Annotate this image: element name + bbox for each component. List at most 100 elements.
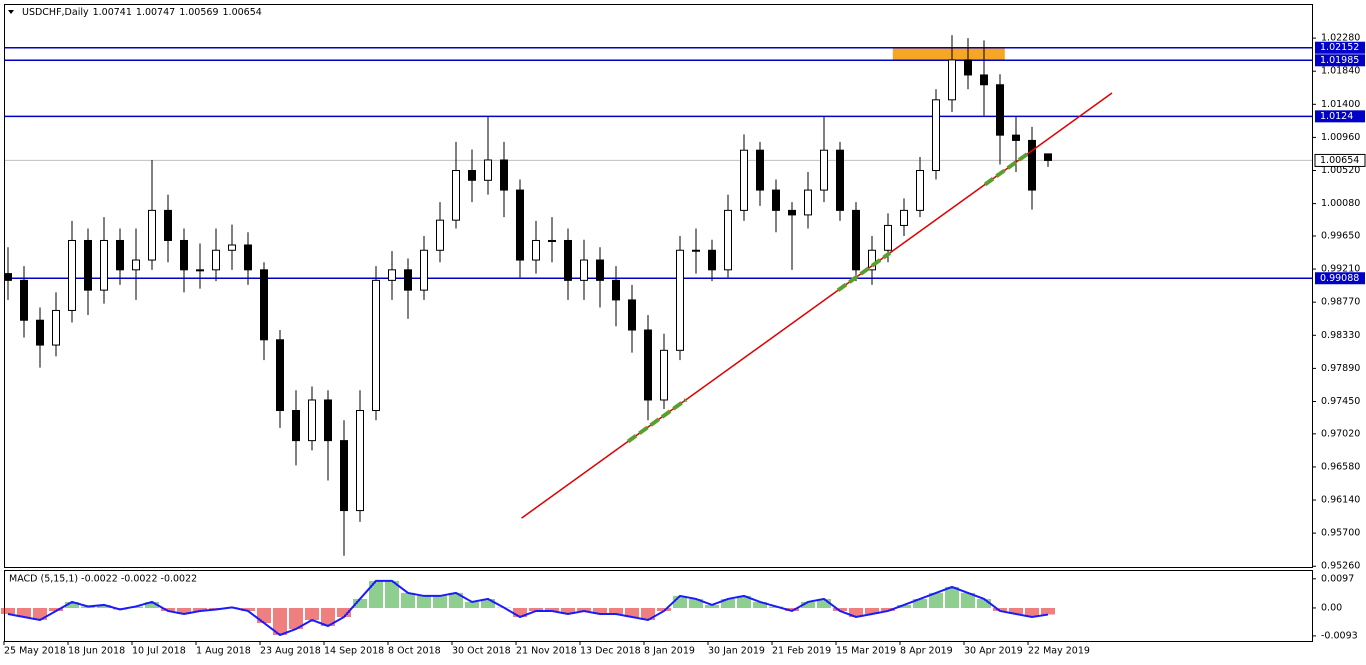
- candle-body: [900, 209, 908, 226]
- candle-body: [628, 299, 636, 331]
- candle-body: [1012, 134, 1020, 141]
- x-tick-label: 25 May 2018: [4, 646, 66, 657]
- resistance-zone: [892, 47, 1005, 61]
- y-tick-label: 0.98330: [1321, 330, 1360, 341]
- candle-body: [996, 84, 1004, 136]
- y-tick-label: 1.00960: [1321, 132, 1360, 143]
- candle-body: [52, 309, 60, 346]
- x-tick-label: 13 Dec 2018: [580, 646, 641, 657]
- x-tick-label: 8 Apr 2019: [900, 646, 953, 657]
- candle-body: [404, 269, 412, 291]
- level-label: 1.01985: [1320, 55, 1359, 66]
- y-tick-label: 0.95260: [1321, 561, 1360, 572]
- candle-body: [244, 244, 252, 271]
- header-item: 1.00654: [223, 7, 262, 18]
- main-frame: [4, 4, 1313, 568]
- header-item: 1.00741: [93, 7, 132, 18]
- candle-body: [196, 269, 204, 272]
- candle-body: [660, 349, 668, 401]
- candle-body: [804, 189, 812, 216]
- candle-body: [292, 410, 300, 442]
- x-tick-label: 8 Jan 2019: [644, 646, 695, 657]
- level-label: 1.02152: [1320, 42, 1359, 53]
- chart-header: USDCHF,Daily 1.00741 1.00747 1.00569 1.00654: [22, 7, 262, 18]
- y-tick-label: 0.97450: [1321, 396, 1360, 407]
- candle-body: [916, 170, 924, 211]
- candle-body: [964, 59, 972, 76]
- y-tick-label: 1.00520: [1321, 165, 1360, 176]
- level-label: 0.99088: [1320, 273, 1359, 284]
- x-tick-label: 30 Jan 2019: [708, 646, 765, 657]
- candle-body: [1044, 153, 1052, 161]
- candle-body: [724, 209, 732, 271]
- candle-body: [692, 249, 700, 252]
- header-item: 1.00569: [179, 7, 218, 18]
- header-item: USDCHF,Daily: [22, 7, 89, 18]
- menu-arrow[interactable]: [8, 10, 14, 14]
- candle-body: [484, 159, 492, 181]
- candle-body: [420, 249, 428, 291]
- y-tick-label: 0.95700: [1321, 528, 1360, 539]
- candle-body: [212, 249, 220, 271]
- level-label-box: [1315, 110, 1365, 123]
- candle-body: [148, 209, 156, 261]
- candle-body: [324, 399, 332, 442]
- candle-body: [68, 239, 76, 311]
- candle-body: [436, 219, 444, 251]
- support-touch: [983, 150, 1032, 187]
- macd-tick-label: 0.0097: [1321, 573, 1354, 584]
- candle-body: [452, 170, 460, 221]
- x-tick-label: 22 May 2019: [1028, 646, 1090, 657]
- x-tick-label: 1 Aug 2018: [196, 646, 251, 657]
- x-tick-label: 14 Sep 2018: [324, 646, 384, 657]
- x-tick-label: 15 Mar 2019: [836, 646, 896, 657]
- candle-body: [340, 440, 348, 512]
- y-tick-label: 0.96580: [1321, 461, 1360, 472]
- x-tick-label: 21 Feb 2019: [772, 646, 831, 657]
- support-touch: [626, 398, 688, 444]
- x-tick-label: 8 Oct 2018: [388, 646, 441, 657]
- x-tick-label: 21 Nov 2018: [516, 646, 577, 657]
- y-tick-label: 0.97020: [1321, 428, 1360, 439]
- candle-body: [612, 279, 620, 301]
- candle-body: [820, 149, 828, 191]
- candle-body: [372, 279, 380, 412]
- y-tick-label: 1.01400: [1321, 99, 1360, 110]
- y-tick-label: 0.96140: [1321, 495, 1360, 506]
- candle-body: [644, 329, 652, 401]
- current-price-label: 1.00654: [1320, 155, 1359, 166]
- level-label-box: [1315, 41, 1365, 54]
- candle-body: [948, 59, 956, 101]
- macd-tick-label: 0.00: [1321, 602, 1342, 613]
- current-price-box: [1314, 153, 1366, 167]
- x-tick-label: 30 Oct 2018: [452, 646, 511, 657]
- x-tick-label: 23 Aug 2018: [260, 646, 321, 657]
- candle-body: [932, 99, 940, 172]
- macd-frame: [4, 570, 1313, 642]
- candle-body: [84, 239, 92, 291]
- header-item: 1.00747: [136, 7, 175, 18]
- candle-body: [500, 159, 508, 191]
- candle-body: [868, 249, 876, 271]
- x-tick-label: 30 Apr 2019: [964, 646, 1023, 657]
- macd-line: [7, 579, 1049, 637]
- y-tick-label: 1.00080: [1321, 198, 1360, 209]
- candle-body: [132, 259, 140, 271]
- level-label-box: [1315, 272, 1365, 285]
- candle-body: [36, 319, 44, 346]
- y-tick-label: 1.01840: [1321, 66, 1360, 77]
- candle-body: [388, 269, 396, 281]
- candle-body: [676, 249, 684, 351]
- support-touch: [836, 251, 892, 292]
- candle-body: [516, 189, 524, 261]
- x-tick-label: 10 Jul 2018: [132, 646, 186, 657]
- candle-body: [468, 170, 476, 181]
- candle-body: [20, 279, 28, 321]
- candle-body: [740, 149, 748, 211]
- macd-tick-label: -0.0093: [1321, 630, 1358, 641]
- level-label-box: [1315, 54, 1365, 67]
- candle-body: [260, 269, 268, 341]
- y-tick-label: 1.02280: [1321, 33, 1360, 44]
